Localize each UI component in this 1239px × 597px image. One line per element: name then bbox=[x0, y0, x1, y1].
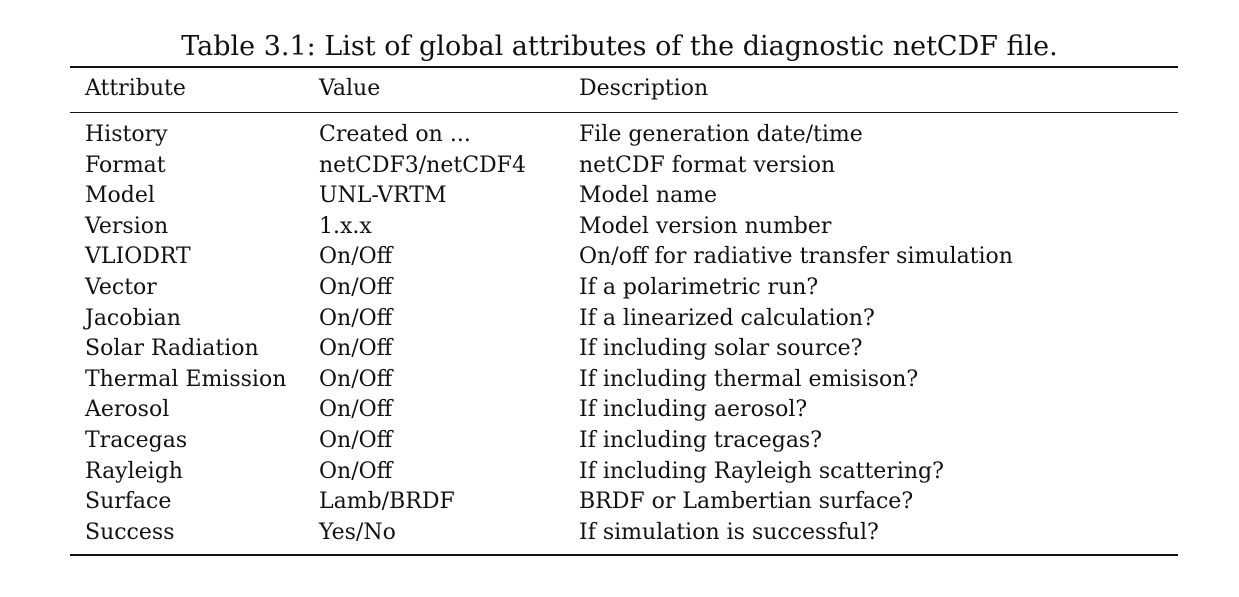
table-row: Jacobian On/Off If a linearized calculat… bbox=[0, 304, 1239, 335]
attribute-cell: Jacobian bbox=[85, 305, 181, 331]
description-cell: If including tracegas? bbox=[579, 427, 823, 453]
value-cell: On/Off bbox=[319, 244, 393, 270]
description-cell: If a polarimetric run? bbox=[579, 274, 819, 300]
attribute-cell: Rayleigh bbox=[85, 458, 183, 484]
description-cell: If including Rayleigh scattering? bbox=[579, 458, 944, 484]
attribute-cell: Format bbox=[85, 152, 166, 178]
attribute-cell: Version bbox=[85, 213, 169, 239]
value-cell: On/Off bbox=[319, 397, 393, 423]
table-row: Rayleigh On/Off If including Rayleigh sc… bbox=[0, 457, 1239, 488]
table-header-row: Attribute Value Description bbox=[0, 74, 1239, 104]
description-cell: File generation date/time bbox=[579, 122, 863, 147]
table-body: History Created on ... File generation d… bbox=[0, 120, 1239, 548]
table-row: Success Yes/No If simulation is successf… bbox=[0, 518, 1239, 549]
column-header-attribute: Attribute bbox=[85, 76, 186, 101]
description-cell: If simulation is successful? bbox=[579, 519, 879, 545]
table-row: Model UNL-VRTM Model name bbox=[0, 181, 1239, 212]
table-row: Vector On/Off If a polarimetric run? bbox=[0, 273, 1239, 304]
value-cell: Yes/No bbox=[319, 519, 396, 545]
attribute-cell: Vector bbox=[85, 274, 157, 300]
attribute-cell: Aerosol bbox=[85, 397, 170, 423]
table-row: Solar Radiation On/Off If including sola… bbox=[0, 334, 1239, 365]
attribute-cell: Tracegas bbox=[85, 427, 188, 453]
table-row: Surface Lamb/BRDF BRDF or Lambertian sur… bbox=[0, 487, 1239, 518]
value-cell: On/Off bbox=[319, 305, 393, 331]
table-row: Format netCDF3/netCDF4 netCDF format ver… bbox=[0, 151, 1239, 182]
description-cell: Model name bbox=[579, 183, 718, 209]
value-cell: On/Off bbox=[319, 366, 393, 392]
table-row: Thermal Emission On/Off If including the… bbox=[0, 365, 1239, 396]
attribute-cell: Surface bbox=[85, 489, 172, 515]
value-cell: Created on ... bbox=[319, 122, 471, 147]
description-cell: If including thermal emisison? bbox=[579, 366, 919, 392]
description-cell: Model version number bbox=[579, 213, 832, 239]
value-cell: Lamb/BRDF bbox=[319, 489, 455, 515]
value-cell: UNL-VRTM bbox=[319, 183, 447, 209]
attribute-cell: History bbox=[85, 122, 168, 147]
value-cell: On/Off bbox=[319, 274, 393, 300]
description-cell: If a linearized calculation? bbox=[579, 305, 875, 331]
table-row: Version 1.x.x Model version number bbox=[0, 212, 1239, 243]
value-cell: On/Off bbox=[319, 427, 393, 453]
attribute-cell: Model bbox=[85, 183, 155, 209]
description-cell: On/off for radiative transfer simulation bbox=[579, 244, 1013, 270]
description-cell: BRDF or Lambertian surface? bbox=[579, 489, 914, 515]
description-cell: netCDF format version bbox=[579, 152, 836, 178]
attribute-cell: Success bbox=[85, 519, 175, 545]
attribute-cell: Solar Radiation bbox=[85, 336, 259, 362]
table-row: Tracegas On/Off If including tracegas? bbox=[0, 426, 1239, 457]
description-cell: If including aerosol? bbox=[579, 397, 808, 423]
attribute-cell: Thermal Emission bbox=[85, 366, 287, 392]
column-header-description: Description bbox=[579, 76, 709, 101]
table-header-rule bbox=[70, 112, 1178, 113]
table-row: VLIODRT On/Off On/off for radiative tran… bbox=[0, 242, 1239, 273]
table-caption: Table 3.1: List of global attributes of … bbox=[181, 31, 1058, 62]
value-cell: On/Off bbox=[319, 336, 393, 362]
table-row: Aerosol On/Off If including aerosol? bbox=[0, 395, 1239, 426]
table-row: History Created on ... File generation d… bbox=[0, 120, 1239, 151]
table-top-rule bbox=[70, 66, 1178, 68]
value-cell: 1.x.x bbox=[319, 213, 372, 239]
table-bottom-rule bbox=[70, 554, 1178, 556]
attribute-cell: VLIODRT bbox=[85, 244, 191, 270]
description-cell: If including solar source? bbox=[579, 336, 863, 362]
value-cell: On/Off bbox=[319, 458, 393, 484]
column-header-value: Value bbox=[319, 76, 381, 101]
value-cell: netCDF3/netCDF4 bbox=[319, 152, 526, 178]
